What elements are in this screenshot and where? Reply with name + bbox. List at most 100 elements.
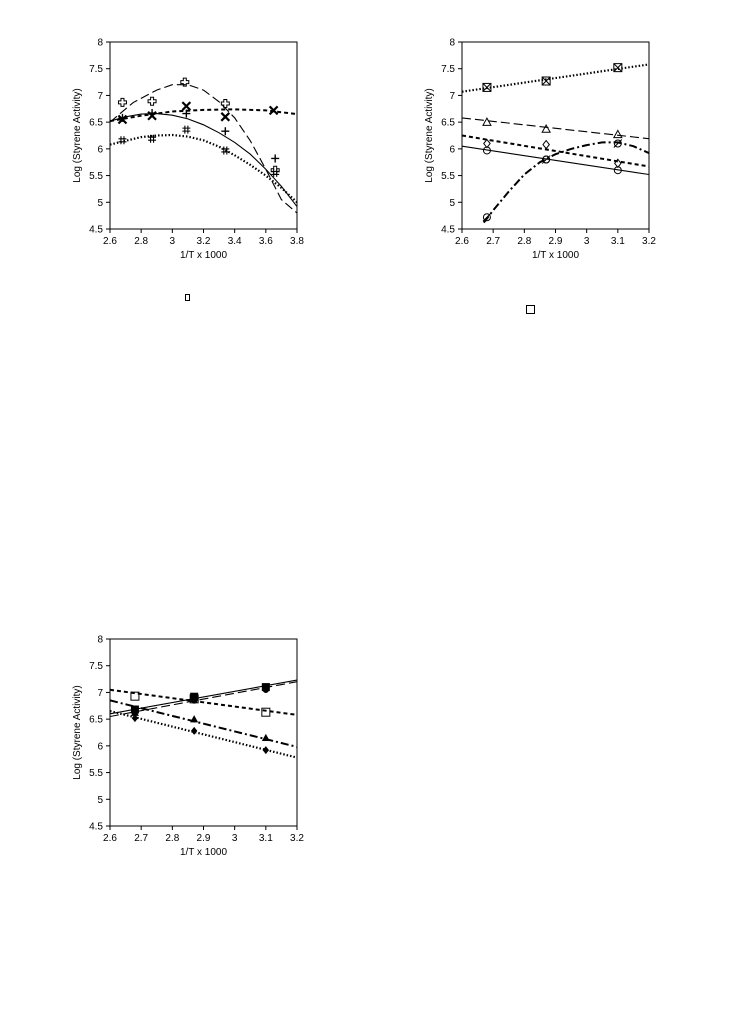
x-tick-label: 2.6	[455, 236, 469, 247]
chart-3-svg: 2.6 2.7 2.8 2.9 3 3.1 3.2 4.5 5 5.5 6 6.5 7 7.5 8 1/T x…	[72, 635, 304, 859]
series-1-point	[220, 98, 230, 108]
x-axis-label: 1/T x 1000	[532, 250, 580, 261]
series-5-point	[190, 726, 198, 735]
x-tick-label: 3.8	[290, 236, 304, 247]
series-4-line	[462, 145, 649, 176]
y-tick-label: 5.5	[441, 171, 455, 182]
y-tick-label: 5.5	[89, 768, 103, 779]
series-2-point	[190, 692, 199, 701]
series-1-point	[261, 707, 271, 717]
x-tick-label: 3.2	[197, 236, 211, 247]
series-3-point	[221, 127, 230, 136]
series-5-point	[482, 212, 492, 222]
series-2-point	[612, 129, 623, 139]
y-tick-label: 6	[449, 144, 455, 155]
x-tick-label: 3.1	[259, 833, 273, 844]
y-tick-label: 6.5	[89, 715, 103, 726]
series-4-point	[271, 168, 280, 177]
x-tick-label: 2.8	[134, 236, 148, 247]
series-5-line	[483, 141, 649, 224]
x-tick-label: 3.2	[290, 833, 304, 844]
y-tick-label: 6	[97, 144, 103, 155]
series-4-point	[261, 733, 270, 742]
plot-frame	[109, 41, 298, 230]
x-tick-label: 2.8	[517, 236, 531, 247]
y-tick-label: 4.5	[89, 822, 103, 833]
series-4-point	[221, 146, 230, 155]
y-tick-label: 5.5	[89, 171, 103, 182]
series-4-point	[130, 708, 139, 716]
series-4-point	[190, 715, 199, 723]
series-3-point	[271, 154, 280, 163]
series-2-point	[181, 101, 192, 111]
y-tick-label: 4.5	[441, 225, 455, 236]
series-3-point	[118, 113, 127, 122]
series-4-point	[148, 134, 157, 143]
series-3-point	[262, 686, 270, 693]
x-tick-label: 3	[584, 236, 590, 247]
series-3-point	[182, 109, 191, 118]
chart-2: 2.6 2.7 2.8 2.9 3 3.1 3.2 4.5 5 5.5 6 6.5 7 7.5 8 1/T x…	[412, 30, 672, 280]
y-tick-label: 4.5	[89, 225, 103, 236]
y-tick-label: 7	[97, 688, 103, 699]
series-2-line	[462, 117, 649, 140]
x-tick-label: 3	[170, 236, 176, 247]
y-tick-label: 5	[449, 198, 455, 209]
y-tick-label: 6.5	[89, 118, 103, 129]
series-1-point	[270, 165, 280, 175]
series-4-point	[118, 136, 127, 145]
y-tick-label: 7	[449, 91, 455, 102]
series-2-point	[482, 117, 492, 126]
series-2-point	[220, 112, 231, 122]
x-tick-label: 3.4	[228, 236, 242, 247]
series-1-point	[130, 691, 140, 701]
x-tick-label: 2.6	[103, 833, 117, 844]
x-axis-label: 1/T x 1000	[180, 847, 228, 858]
x-tick-label: 2.7	[134, 833, 148, 844]
y-tick-label: 7.5	[89, 661, 103, 672]
series-3-point	[483, 138, 491, 149]
series-3-line	[110, 681, 297, 718]
series-2-line	[110, 108, 297, 123]
x-tick-label: 2.7	[486, 236, 500, 247]
series-5-point	[262, 746, 270, 755]
series-1-point	[541, 76, 551, 86]
series-2-point	[268, 105, 279, 116]
x-tick-label: 2.9	[197, 833, 211, 844]
series-1-line	[110, 688, 297, 716]
series-1-line	[462, 63, 649, 93]
y-tick-label: 7.5	[441, 64, 455, 75]
series-5-point	[131, 714, 139, 723]
y-axis-label: Log (Styrene Activity)	[424, 88, 435, 182]
series-5-line	[110, 710, 297, 759]
x-tick-label: 3.2	[642, 236, 656, 247]
chart-3: 2.6 2.7 2.8 2.9 3 3.1 3.2 4.5 5 5.5 6 6.5 7 7.5 8 1/T x…	[60, 627, 320, 877]
stray-marker-glyph	[185, 294, 190, 301]
series-3-point	[613, 158, 622, 169]
chart-1: 2.6 2.8 3 3.2 3.4 3.6 3.8 4.5 5 5.5 6 6.5 7 7.5 8 1/T x…	[60, 30, 320, 280]
stray-square-glyph	[526, 305, 535, 314]
series-4-line	[110, 133, 297, 204]
x-tick-label: 3	[232, 833, 238, 844]
y-axis-label: Log (Styrene Activity)	[72, 685, 83, 779]
series-1-line	[110, 84, 297, 214]
x-axis-label: 1/T x 1000	[180, 250, 228, 261]
series-5-point	[613, 139, 623, 148]
x-tick-label: 2.8	[165, 833, 179, 844]
series-1-point	[482, 82, 492, 92]
chart-2-svg: 2.6 2.7 2.8 2.9 3 3.1 3.2 4.5 5 5.5 6 6.5 7 7.5 8 1/T x…	[424, 38, 656, 262]
series-3-point	[542, 139, 550, 150]
y-tick-label: 8	[97, 38, 103, 49]
series-4-point	[482, 146, 491, 155]
y-tick-label: 8	[449, 38, 455, 49]
series-3-line	[462, 134, 649, 168]
series-1-point	[147, 96, 157, 106]
series-4-point	[613, 166, 622, 175]
series-3-point	[190, 697, 198, 704]
y-axis-label: Log (Styrene Activity)	[72, 88, 83, 182]
plot-frame	[109, 638, 298, 827]
series-1-point	[180, 77, 190, 87]
series-4-point	[182, 125, 191, 134]
series-3-point	[148, 109, 157, 118]
y-tick-label: 6.5	[441, 118, 455, 129]
